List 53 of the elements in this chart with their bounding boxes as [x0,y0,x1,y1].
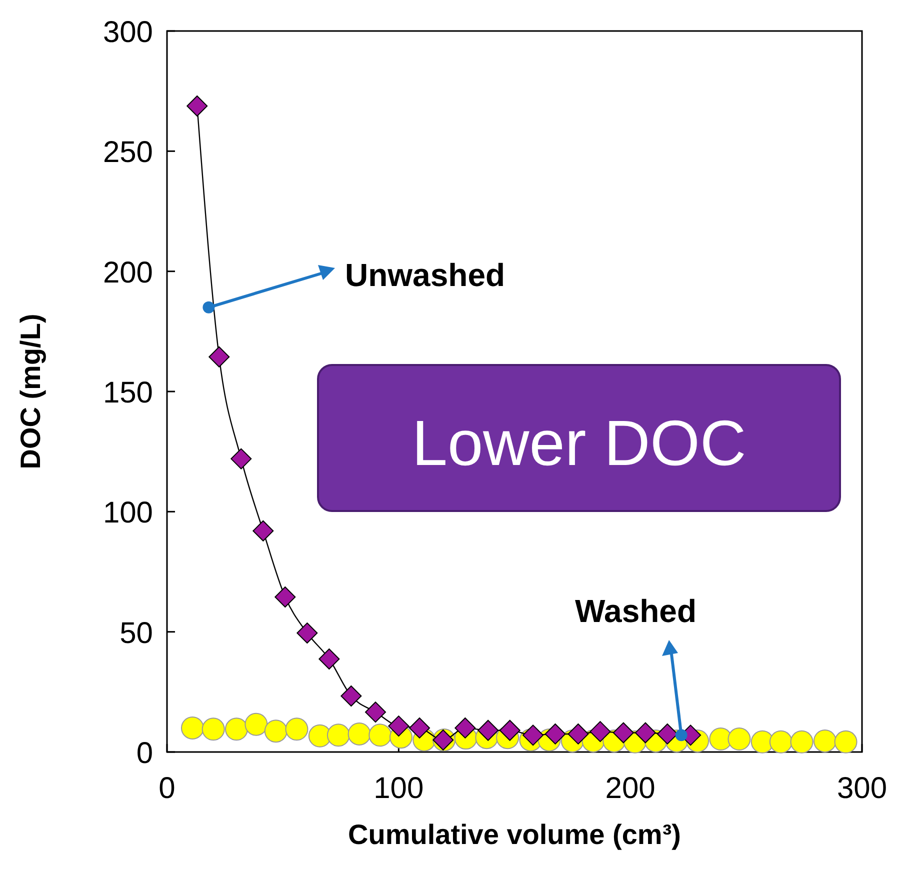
point [285,718,308,741]
point [340,686,362,706]
point [728,728,751,751]
point [834,730,858,754]
point [252,520,274,542]
point [478,720,499,741]
y-tick-label: 50 [120,616,153,650]
annotation: Washed [575,593,696,629]
annotation: Lower DOC [412,407,746,479]
x-tick-label: 0 [158,772,176,805]
x-tick-label: 100 [374,772,424,805]
point [365,702,386,723]
point [326,724,350,747]
point [202,718,225,741]
point [348,722,371,746]
point [634,722,656,744]
point [186,95,208,116]
point [244,712,268,736]
point [656,723,678,744]
point [544,723,566,744]
point [522,724,544,746]
y-tick-label: 200 [102,256,153,290]
y-axis-title: DOC (mg/L) [15,314,46,470]
point [308,724,332,748]
annotation: Unwashed [345,257,506,293]
point [750,730,774,754]
point [388,716,410,737]
point [590,721,611,742]
y-tick-label: 300 [102,16,153,49]
x-axis-title: Cumulative volume (cm³) [348,819,681,850]
point [568,723,589,744]
x-tick-label: 200 [605,772,656,805]
y-tick-label: 150 [102,376,153,410]
point [769,730,792,754]
point [230,448,252,470]
point [318,648,340,670]
point [225,718,248,741]
point [499,720,520,741]
point [612,722,634,744]
point [454,717,476,738]
point [368,724,392,747]
point [274,586,296,608]
x-tick-label: 300 [836,772,888,805]
y-tick-label: 100 [102,496,153,530]
point [296,622,318,644]
point [180,716,204,740]
point [409,717,430,738]
point [813,729,836,752]
point [264,720,288,743]
point [208,346,230,368]
point [790,730,814,754]
y-tick-label: 250 [102,136,153,170]
y-tick-label: 0 [136,737,153,770]
